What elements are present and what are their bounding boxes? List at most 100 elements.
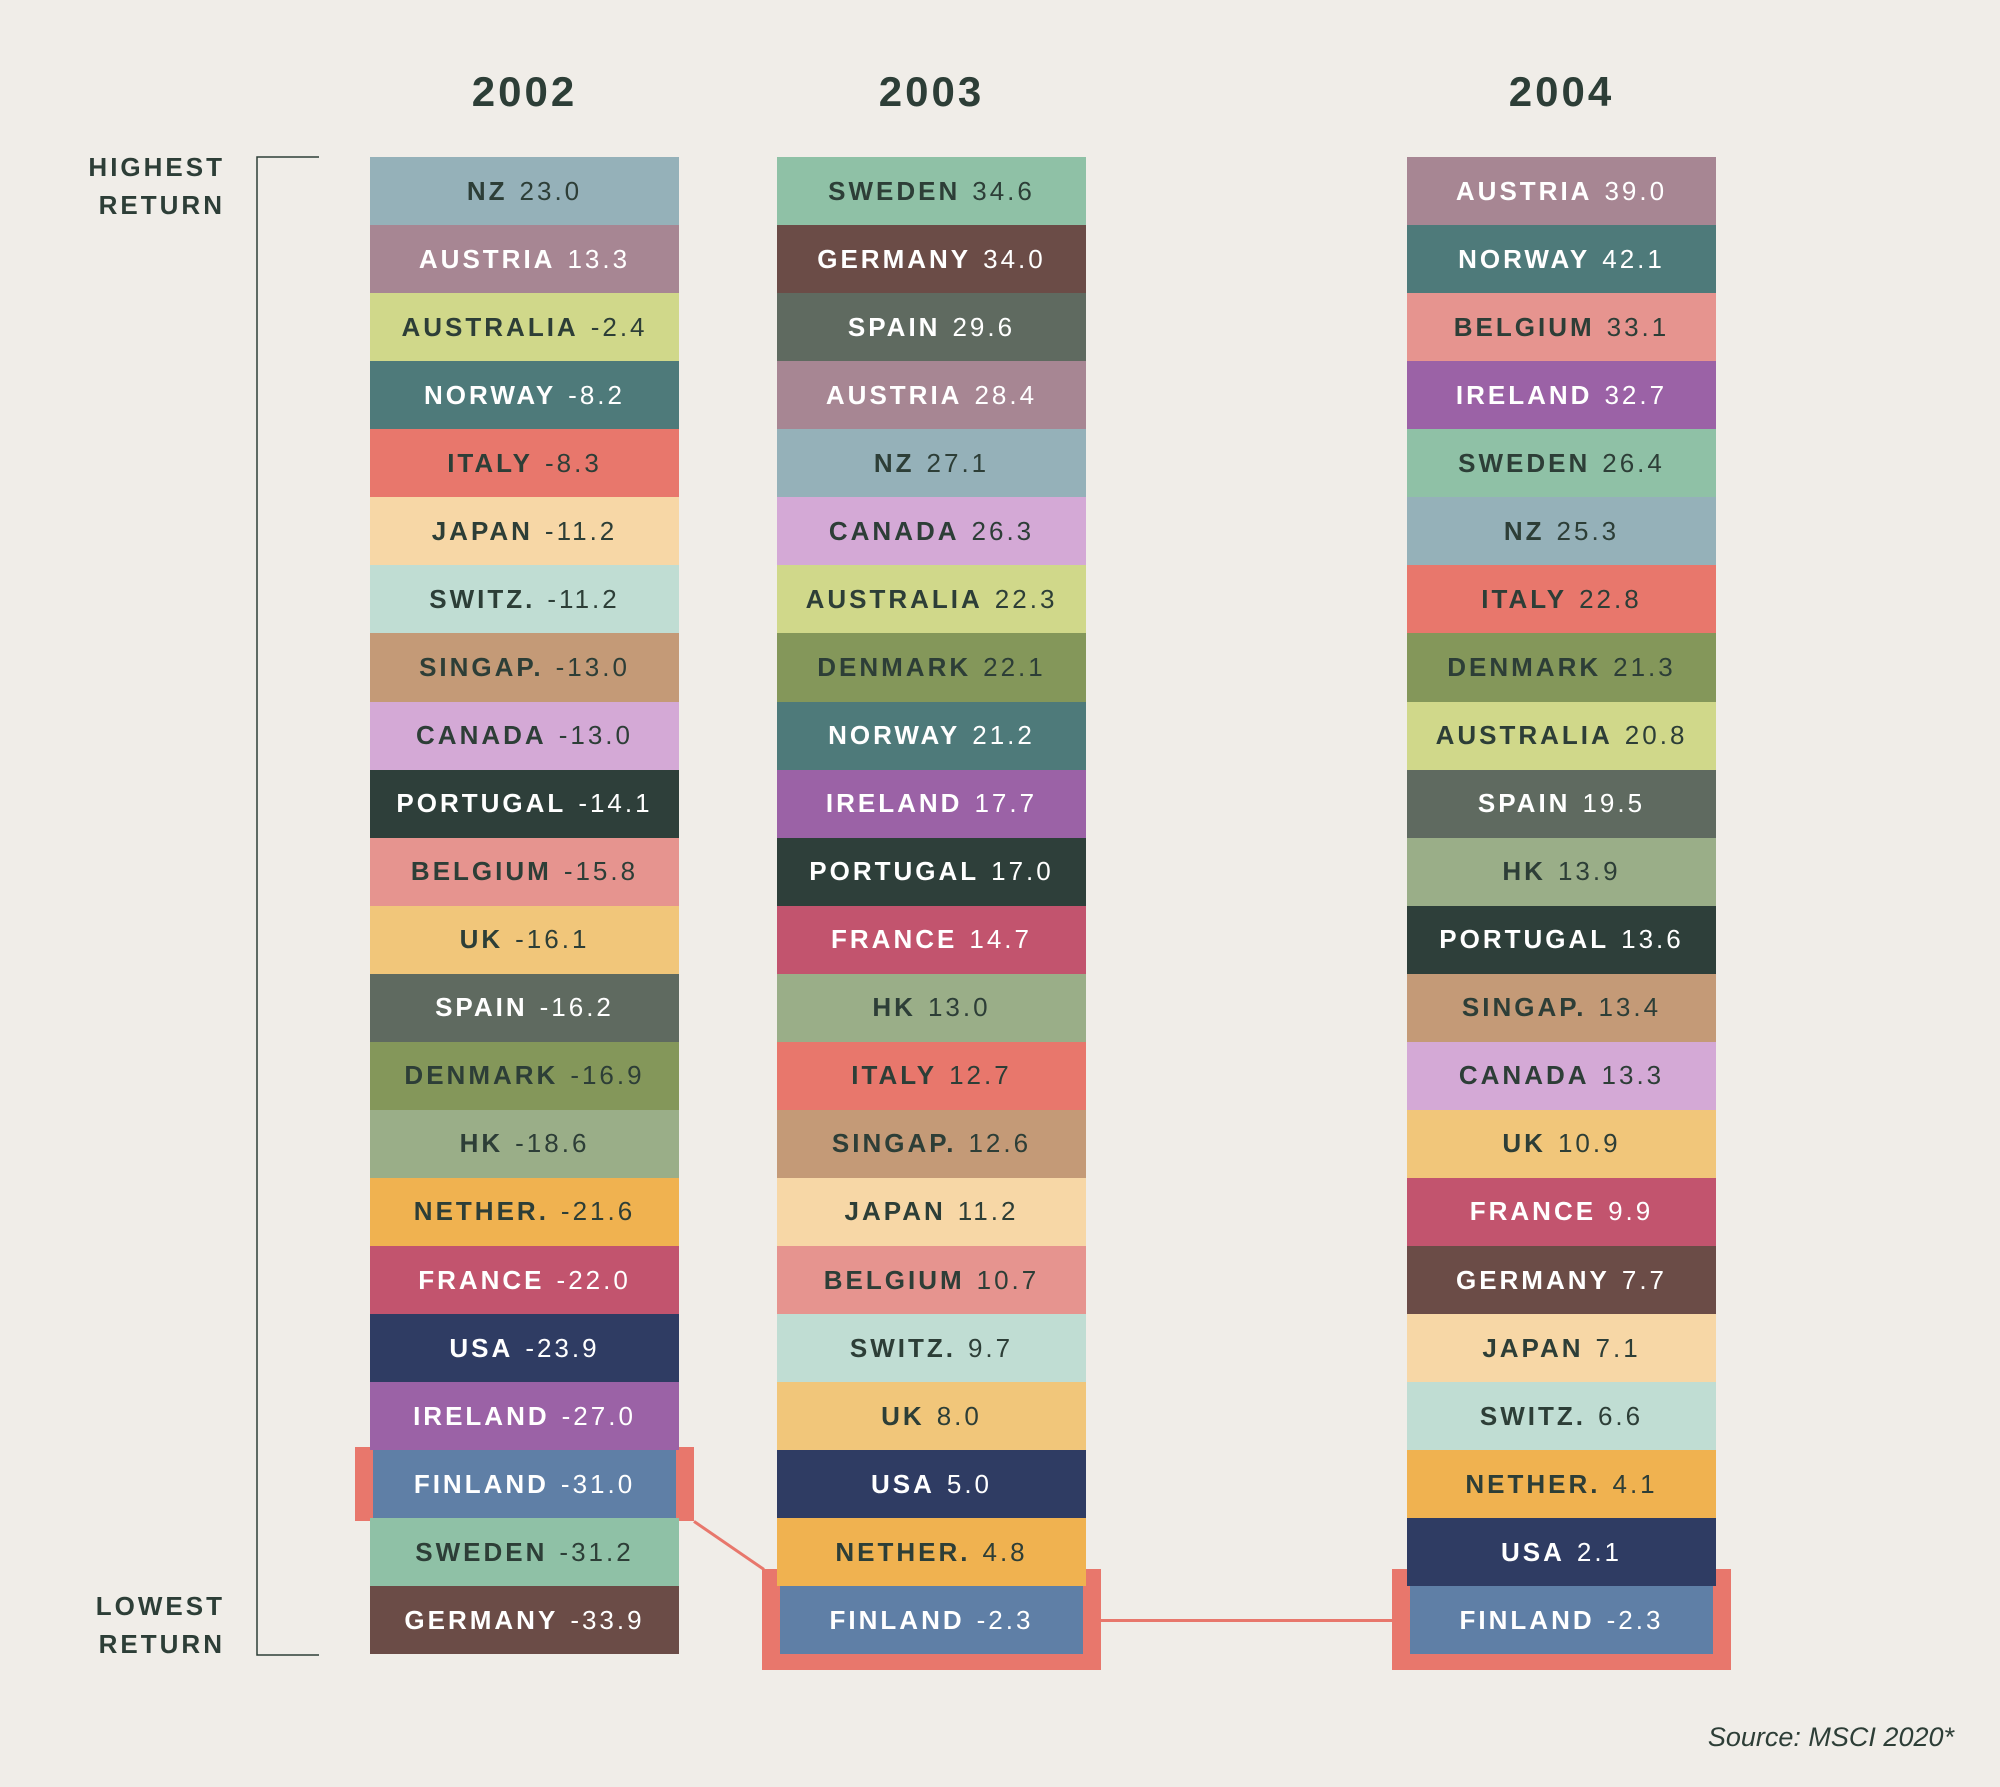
- return-value: -2.4: [590, 311, 648, 342]
- country-cell: DENMARK -16.9: [370, 1041, 679, 1110]
- return-value: 21.2: [972, 720, 1035, 751]
- return-value: -27.0: [561, 1400, 636, 1431]
- country-name: SWITZ.: [429, 583, 536, 614]
- return-value: 17.0: [991, 856, 1054, 887]
- country-cell: NORWAY 21.2: [777, 701, 1086, 770]
- country-cell: PORTUGAL 17.0: [777, 837, 1086, 906]
- return-value: 25.3: [1556, 515, 1620, 546]
- country-name: ITALY: [447, 447, 533, 478]
- country-cell: CANADA 13.3: [1407, 1041, 1716, 1110]
- country-name: JAPAN: [844, 1196, 946, 1227]
- country-cell: UK -16.1: [370, 905, 679, 974]
- return-value: 13.9: [1557, 856, 1621, 887]
- return-value: 28.4: [974, 379, 1038, 410]
- country-name: SWITZ.: [1479, 1400, 1586, 1431]
- lowest-return-label: LOWEST RETURN: [95, 1591, 225, 1659]
- return-value: 4.8: [982, 1536, 1028, 1567]
- country-name: BELGIUM: [823, 1264, 965, 1295]
- return-value: 42.1: [1602, 243, 1665, 274]
- country-cell: SWITZ. -11.2: [370, 565, 679, 634]
- country-cell: FRANCE 9.9: [1407, 1177, 1716, 1246]
- country-name: JAPAN: [1482, 1332, 1584, 1363]
- country-cell: PORTUGAL -14.1: [370, 769, 679, 838]
- return-value: -11.2: [547, 583, 620, 614]
- country-cell: NETHER. 4.8: [777, 1518, 1086, 1587]
- country-cell: NZ 27.1: [777, 429, 1086, 498]
- country-name: IRELAND: [413, 1400, 550, 1431]
- country-cell: HK -18.6: [370, 1109, 679, 1178]
- return-value: 19.5: [1582, 788, 1646, 819]
- country-name: FINLAND: [1459, 1604, 1595, 1635]
- return-value: -13.0: [558, 720, 633, 751]
- country-name: SWEDEN: [828, 175, 961, 206]
- country-cell: NETHER. 4.1: [1407, 1450, 1716, 1519]
- year-column: AUSTRIA 39.0 NORWAY 42.1 BELGIUM 33.1 IRELAND 3…: [1407, 157, 1716, 1655]
- highlight-connector: [693, 1520, 765, 1571]
- return-value: 34.0: [983, 243, 1046, 274]
- year-header: 2003: [878, 68, 985, 115]
- return-value: 2.1: [1576, 1536, 1623, 1567]
- country-cell: FRANCE 14.7: [777, 905, 1086, 974]
- country-cell: FINLAND -2.3: [1410, 1586, 1713, 1655]
- country-name: FRANCE: [1469, 1196, 1597, 1227]
- country-name: FINLAND: [413, 1468, 549, 1499]
- country-name: PORTUGAL: [1439, 924, 1610, 955]
- return-value: 13.6: [1621, 924, 1684, 955]
- country-cell: FINLAND -31.0: [373, 1450, 676, 1519]
- rank-bracket: [256, 156, 319, 1656]
- country-name: FRANCE: [418, 1264, 545, 1295]
- return-value: 13.0: [927, 992, 991, 1023]
- country-name: NZ: [873, 447, 915, 478]
- country-cell: HK 13.9: [1407, 837, 1716, 906]
- country-cell: AUSTRALIA 22.3: [777, 565, 1086, 634]
- return-value: 26.3: [971, 515, 1035, 546]
- year-column: NZ 23.0 AUSTRIA 13.3 AUSTRALIA -2.4 NORWAY -8.2…: [370, 157, 679, 1655]
- return-value: 9.9: [1608, 1196, 1654, 1227]
- country-cell: AUSTRALIA 20.8: [1407, 701, 1716, 770]
- return-value: 12.6: [968, 1128, 1032, 1159]
- country-name: SPAIN: [435, 992, 528, 1023]
- return-value: -15.8: [563, 856, 639, 887]
- country-cell: PORTUGAL 13.6: [1407, 905, 1716, 974]
- country-name: CANADA: [416, 720, 547, 751]
- country-cell: UK 8.0: [777, 1382, 1086, 1451]
- source-note: Source: MSCI 2020*: [1707, 1722, 1954, 1752]
- country-name: HK: [872, 992, 916, 1023]
- country-cell: BELGIUM -15.8: [370, 837, 679, 906]
- country-name: AUSTRIA: [418, 243, 556, 274]
- country-cell: DENMARK 21.3: [1407, 633, 1716, 702]
- country-cell: SINGAP. 12.6: [777, 1109, 1086, 1178]
- return-value: 5.0: [946, 1468, 993, 1499]
- return-value: 21.3: [1613, 651, 1676, 682]
- return-value: 13.3: [1601, 1060, 1665, 1091]
- country-cell: SPAIN -16.2: [370, 973, 679, 1042]
- country-name: FINLAND: [829, 1604, 965, 1635]
- country-name: GERMANY: [817, 243, 972, 274]
- return-value: 13.3: [567, 243, 631, 274]
- country-cell: JAPAN 7.1: [1407, 1314, 1716, 1383]
- country-name: IRELAND: [1455, 379, 1593, 410]
- country-cell: BELGIUM 10.7: [777, 1246, 1086, 1315]
- country-name: AUSTRALIA: [1435, 720, 1613, 751]
- return-value: 8.0: [936, 1400, 982, 1431]
- country-name: UK: [459, 924, 504, 955]
- country-name: BELGIUM: [1453, 311, 1595, 342]
- country-name: HK: [1502, 856, 1546, 887]
- country-name: ITALY: [851, 1060, 938, 1091]
- country-name: DENMARK: [404, 1060, 559, 1091]
- return-value: -8.2: [568, 379, 625, 410]
- country-name: SWEDEN: [1458, 447, 1591, 478]
- return-value: -31.0: [560, 1468, 636, 1499]
- country-cell: AUSTRIA 13.3: [370, 225, 679, 294]
- country-cell: GERMANY -33.9: [370, 1586, 679, 1655]
- country-cell: SINGAP. 13.4: [1407, 973, 1716, 1042]
- country-cell: BELGIUM 33.1: [1407, 293, 1716, 362]
- country-cell: DENMARK 22.1: [777, 633, 1086, 702]
- country-cell: IRELAND 32.7: [1407, 361, 1716, 430]
- highest-return-label: HIGHEST RETURN: [88, 152, 225, 220]
- return-value: 32.7: [1604, 379, 1668, 410]
- return-value: -14.1: [578, 788, 653, 819]
- country-name: AUSTRIA: [1455, 175, 1593, 206]
- country-name: CANADA: [828, 515, 960, 546]
- country-cell: AUSTRALIA -2.4: [370, 293, 679, 362]
